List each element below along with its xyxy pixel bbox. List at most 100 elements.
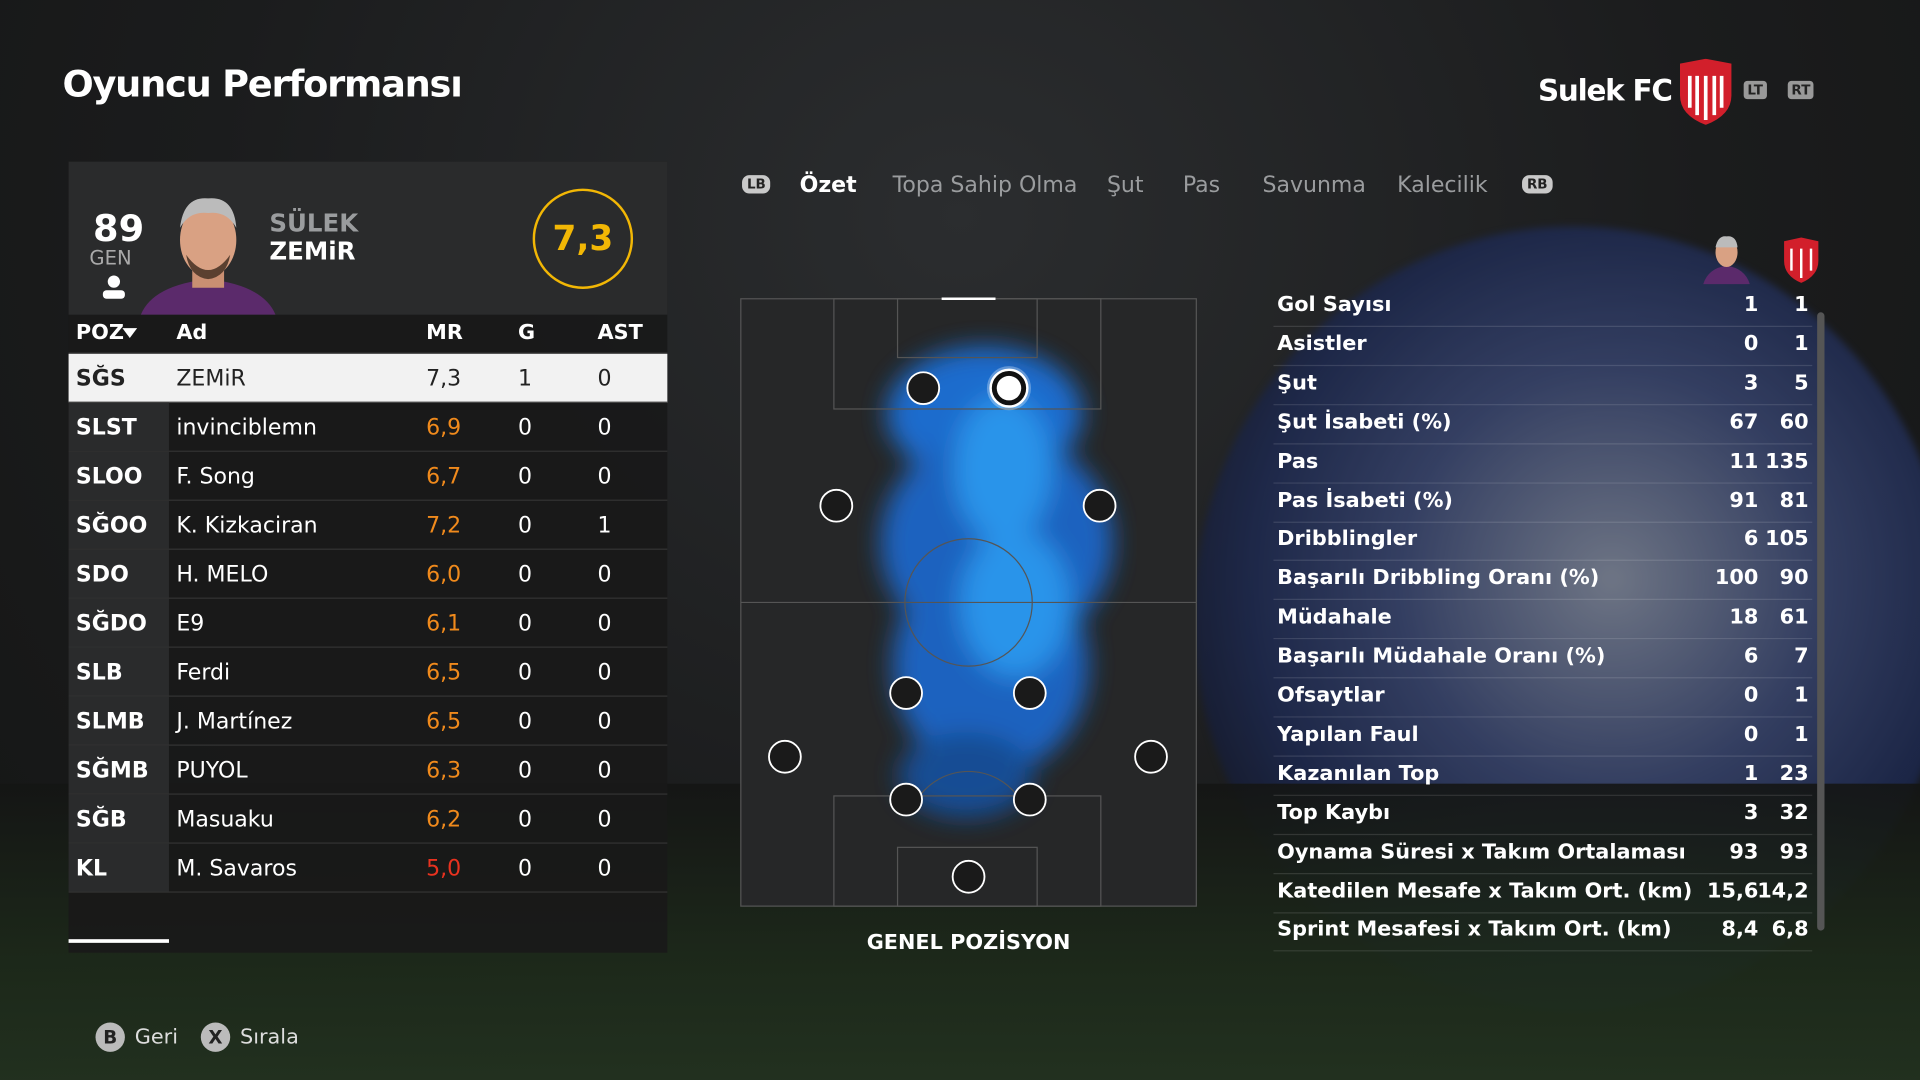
position: KL	[75, 855, 108, 882]
rating: 6,1	[426, 611, 462, 637]
stat-row: Kazanılan Top 1 23	[1273, 756, 1813, 796]
assists: 0	[597, 757, 612, 784]
stat-row: Pas 11 135	[1273, 444, 1813, 484]
tab[interactable]: Pas	[1182, 172, 1221, 199]
goals: 0	[517, 562, 532, 588]
team-value: 32	[1779, 800, 1809, 825]
player-value: 8,4	[1721, 917, 1759, 943]
stat-row: Asistler 0 1	[1273, 327, 1813, 366]
column-header: MR	[426, 320, 463, 346]
goals: 0	[517, 855, 532, 882]
team-value: 1	[1794, 292, 1809, 318]
player-row[interactable]: SLMB J. Martínez 6,5 0 0	[68, 696, 668, 746]
player-value: 67	[1729, 409, 1759, 435]
player-row[interactable]: KL M. Savaros 5,0 0 0	[68, 843, 668, 893]
stat-label: Müdahale	[1277, 605, 1392, 630]
team-name: Sulek FC	[1537, 73, 1673, 108]
button-label[interactable]: Sırala	[240, 1024, 299, 1050]
lb-button[interactable]: LB	[742, 175, 771, 194]
pitch-label: GENEL POZİSYON	[866, 930, 1071, 956]
stat-row: Müdahale 18 61	[1273, 600, 1813, 640]
position: SĞS	[75, 366, 126, 392]
name: K. Kizkaciran	[176, 513, 318, 539]
tab[interactable]: Özet	[799, 172, 857, 199]
position-cell	[68, 696, 169, 745]
overall-label: GEN	[89, 246, 132, 270]
button-label[interactable]: Geri	[134, 1024, 178, 1050]
position-cell	[68, 451, 169, 500]
player-row[interactable]: SĞMB PUYOL 6,3 0 0	[68, 745, 668, 795]
player-row[interactable]: SĞOO K. Kizkaciran 7,2 0 1	[68, 500, 668, 550]
stat-row: Başarılı Müdahale Oranı (%) 6 7	[1273, 639, 1813, 679]
assists: 0	[597, 660, 612, 686]
stat-row: Gol Sayısı 1 1	[1273, 288, 1813, 327]
player-row[interactable]: SLOO F. Song 6,7 0 0	[68, 451, 668, 501]
position: SĞB	[75, 806, 127, 833]
goals: 0	[517, 415, 532, 441]
tab[interactable]: Kalecilik	[1397, 172, 1488, 199]
team-value: 5	[1794, 370, 1809, 396]
rating: 6,9	[426, 415, 462, 441]
stat-label: Başarılı Müdahale Oranı (%)	[1277, 644, 1606, 669]
team-value: 60	[1779, 409, 1809, 435]
scrollbar	[1817, 312, 1825, 931]
position: SLMB	[75, 708, 145, 735]
stat-row: Şut İsabeti (%) 67 60	[1273, 405, 1813, 445]
player-row[interactable]: SĞB Masuaku 6,2 0 0	[68, 794, 668, 844]
player-value: 6	[1743, 644, 1759, 669]
player-value: 0	[1743, 683, 1759, 708]
stat-row: Dribblingler 6 105	[1273, 522, 1813, 562]
position-cell	[68, 647, 169, 696]
player-row[interactable]: SĞS ZEMiR 7,3 1 0	[68, 353, 668, 403]
match-rating: 7,3	[532, 188, 634, 289]
player-value: 93	[1729, 839, 1759, 864]
team-value: 23	[1779, 761, 1809, 786]
column-header[interactable]: POZ	[75, 320, 124, 346]
player-row[interactable]: SDO H. MELO 6,0 0 0	[68, 549, 668, 599]
player-last-name: ZEMiR	[269, 236, 356, 266]
player-value: 15,6	[1706, 878, 1759, 904]
column-header: Ad	[176, 320, 208, 346]
name: E9	[176, 611, 205, 637]
column-header: AST	[597, 320, 643, 346]
tab[interactable]: Savunma	[1262, 172, 1366, 199]
player-portrait	[140, 198, 276, 315]
goals: 0	[517, 464, 532, 490]
stat-label: Katedilen Mesafe x Takım Ort. (km)	[1277, 878, 1693, 904]
position: SĞOO	[75, 513, 148, 539]
button-icon[interactable]: X	[200, 1022, 231, 1052]
name: H. MELO	[176, 562, 269, 588]
stat-label: Sprint Mesafesi x Takım Ort. (km)	[1277, 917, 1672, 943]
overall-rating: 89	[93, 208, 145, 252]
button-icon[interactable]: B	[95, 1022, 125, 1052]
team-value: 135	[1765, 448, 1809, 474]
stat-label: Top Kaybı	[1277, 800, 1391, 825]
stat-label: Asistler	[1277, 331, 1367, 357]
name: invinciblemn	[176, 415, 317, 441]
team-value: 105	[1765, 527, 1809, 552]
shoulder-button[interactable]: LT	[1743, 80, 1767, 100]
rb-button[interactable]: RB	[1522, 175, 1553, 194]
player-row[interactable]: SLST invinciblemn 6,9 0 0	[68, 402, 668, 452]
stat-row: Oynama Süresi x Takım Ortalaması 93 93	[1273, 835, 1813, 874]
goals: 1	[517, 366, 532, 392]
player-row[interactable]: SLB Ferdi 6,5 0 0	[68, 647, 668, 697]
goals: 0	[517, 806, 532, 833]
position: SDO	[75, 562, 129, 588]
stat-row: Sprint Mesafesi x Takım Ort. (km) 8,4 6,8	[1273, 913, 1813, 952]
tab[interactable]: Şut	[1106, 172, 1144, 199]
stat-label: Ofsaytlar	[1277, 683, 1385, 708]
shoulder-button[interactable]: RT	[1787, 80, 1815, 100]
position: SLOO	[75, 464, 143, 490]
position: SLB	[75, 660, 123, 686]
table-header	[68, 315, 668, 354]
sort-arrow	[122, 328, 138, 338]
tab[interactable]: Topa Sahip Olma	[892, 172, 1078, 199]
player-value: 11	[1729, 448, 1759, 474]
position-cell	[68, 843, 169, 892]
player-value: 3	[1743, 370, 1759, 396]
player-row[interactable]: SĞDO E9 6,1 0 0	[68, 598, 668, 648]
name: Ferdi	[176, 660, 231, 686]
stat-label: Dribblingler	[1277, 527, 1418, 552]
stat-row: Pas İsabeti (%) 91 81	[1273, 483, 1813, 523]
